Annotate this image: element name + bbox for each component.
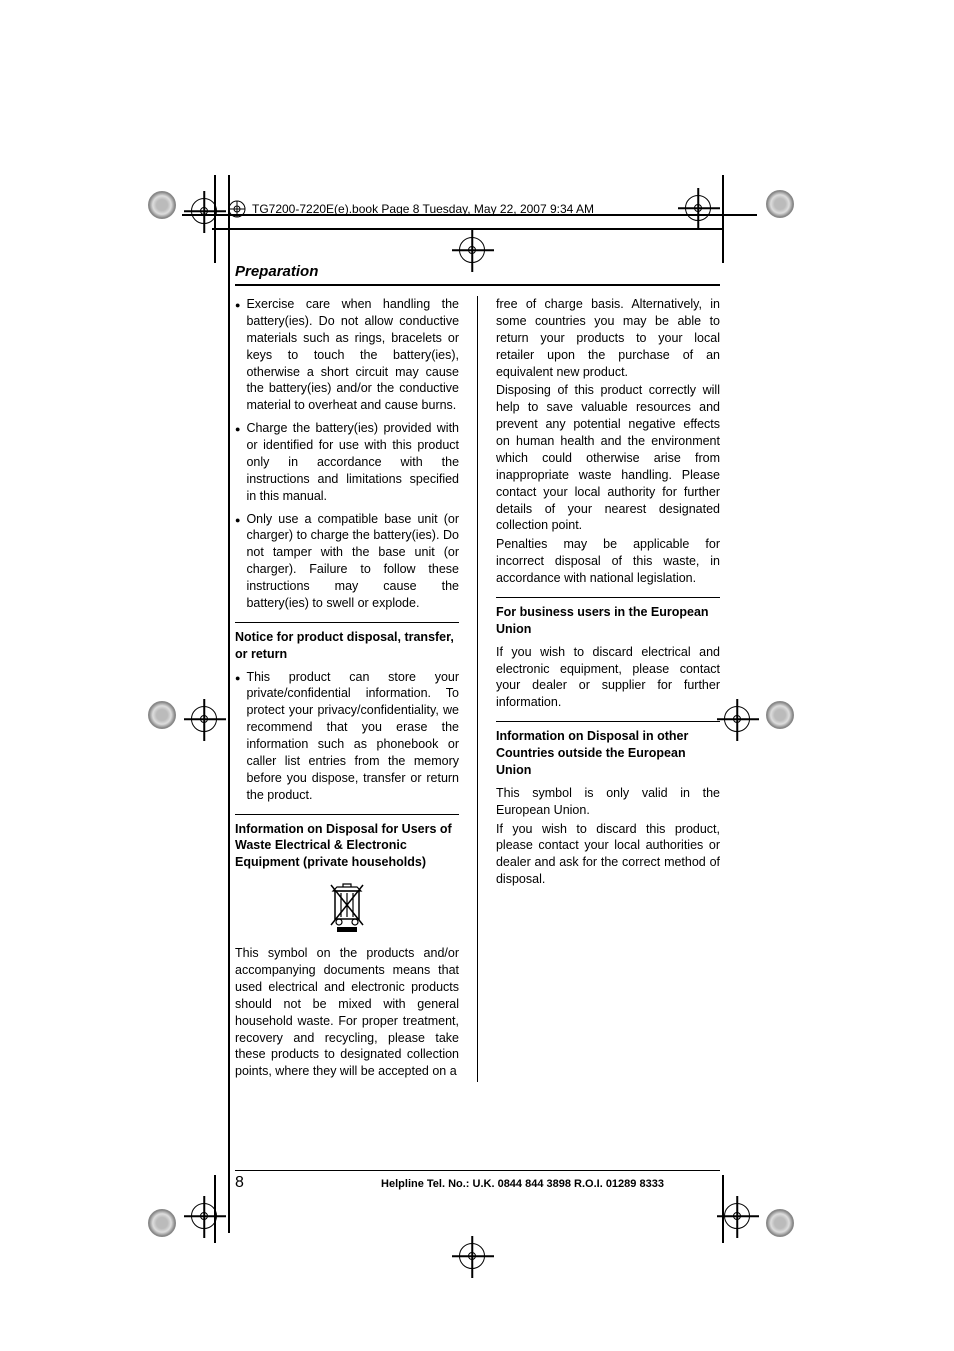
list-item: Only use a compatible base unit (or char… [235, 511, 459, 612]
para: Penalties may be applicable for incorrec… [496, 536, 720, 587]
footer-rule [235, 1170, 720, 1171]
crop-line [722, 175, 724, 263]
reg-target-tr [685, 195, 711, 226]
list-item: This product can store your private/conf… [235, 669, 459, 804]
bullet-list-b: This product can store your private/conf… [235, 669, 459, 804]
right-column: free of charge basis. Alternatively, in … [496, 296, 720, 1082]
title-rule [235, 284, 720, 286]
weee-bin-icon [327, 881, 367, 933]
two-column-layout: Exercise care when handling the battery(… [235, 296, 720, 1082]
header-filebar-text: TG7200-7220E(e).book Page 8 Tuesday, May… [252, 202, 594, 216]
reg-target-ml [191, 706, 217, 737]
column-divider [477, 296, 478, 1082]
crop-line [228, 175, 230, 1233]
subheading-disposal-notice: Notice for product disposal, transfer, o… [235, 629, 459, 663]
list-item: Exercise care when handling the battery(… [235, 296, 459, 414]
reg-mark-corner-tl [148, 191, 176, 224]
divider [235, 622, 459, 623]
divider [496, 721, 720, 722]
divider [496, 597, 720, 598]
section-title: Preparation [235, 263, 720, 280]
crop-line [722, 1175, 724, 1243]
reg-mark-corner-br [766, 1209, 794, 1242]
page-footer: 8 Helpline Tel. No.: U.K. 0844 844 3898 … [235, 1170, 720, 1192]
header-filebar: TG7200-7220E(e).book Page 8 Tuesday, May… [228, 200, 594, 218]
crop-line [214, 175, 216, 263]
subheading-weee: Information on Disposal for Users of Was… [235, 821, 459, 872]
reg-mark-corner-tr [766, 190, 794, 223]
page-number: 8 [235, 1174, 325, 1192]
crop-line [212, 228, 724, 230]
crop-line [214, 1175, 216, 1243]
list-item: Charge the battery(ies) provided with or… [235, 420, 459, 504]
reg-mark-mid-r [766, 701, 794, 734]
left-column: Exercise care when handling the battery(… [235, 296, 459, 1082]
para-weee: This symbol on the products and/or accom… [235, 945, 459, 1080]
page-content: Preparation Exercise care when handling … [235, 263, 720, 1082]
book-icon [228, 200, 246, 218]
subheading-business-eu: For business users in the European Union [496, 604, 720, 638]
para: This symbol is only valid in the Europea… [496, 785, 720, 819]
helpline-text: Helpline Tel. No.: U.K. 0844 844 3898 R.… [325, 1178, 720, 1190]
para: If you wish to discard this product, ple… [496, 821, 720, 889]
para: If you wish to discard electrical and el… [496, 644, 720, 712]
para: Disposing of this product correctly will… [496, 382, 720, 534]
reg-mark-corner-bl [148, 1209, 176, 1242]
reg-mark-mid-l [148, 701, 176, 734]
reg-target-bc [459, 1243, 485, 1274]
divider [235, 814, 459, 815]
reg-target-mr [724, 706, 750, 737]
subheading-outside-eu: Information on Disposal in other Countri… [496, 728, 720, 779]
reg-target-br [724, 1203, 750, 1234]
para: free of charge basis. Alternatively, in … [496, 296, 720, 380]
bullet-list-a: Exercise care when handling the battery(… [235, 296, 459, 612]
